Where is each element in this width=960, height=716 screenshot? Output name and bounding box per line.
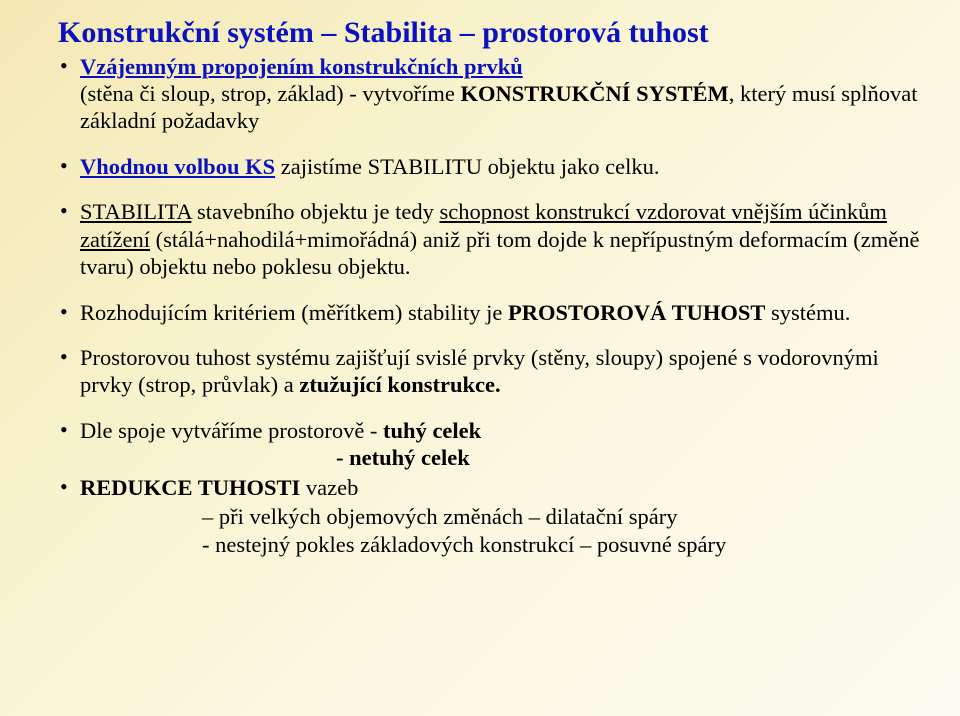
bullet-7-line1: – při velkých objemových změnách – dilat… xyxy=(202,503,926,530)
bullet-1: Vzájemným propojením konstrukčních prvků… xyxy=(60,53,926,135)
bullet-4-a: Rozhodujícím kritériem (měřítkem) stabil… xyxy=(80,300,508,325)
bullet-6-netuhy: - netuhý celek xyxy=(336,444,926,471)
bullet-4-b: PROSTOROVÁ TUHOST xyxy=(508,300,765,325)
bullet-3-u1: STABILITA xyxy=(80,199,191,224)
bullet-7: REDUKCE TUHOSTI vazeb – při velkých obje… xyxy=(60,474,926,558)
bullet-4: Rozhodujícím kritériem (měřítkem) stabil… xyxy=(60,299,926,326)
bullet-7-lead: REDUKCE TUHOSTI xyxy=(80,475,300,500)
bullet-6-a: Dle spoje vytváříme prostorově - xyxy=(80,418,383,443)
bullet-1-ks: KONSTRUKČNÍ SYSTÉM xyxy=(461,81,729,106)
bullet-2: Vhodnou volbou KS zajistíme STABILITU ob… xyxy=(60,153,926,180)
bullet-1-lead-link: Vzájemným propojením konstrukčních prvků xyxy=(80,54,523,79)
bullet-5: Prostorovou tuhost systému zajišťují svi… xyxy=(60,344,926,399)
bullet-1-rest1: (stěna či sloup, strop, základ) - vytvoř… xyxy=(80,81,461,106)
bullet-list: Vzájemným propojením konstrukčních prvků… xyxy=(60,53,926,559)
bullet-3: STABILITA stavebního objektu je tedy sch… xyxy=(60,198,926,280)
bullet-3-t2: (stálá+nahodilá+mimořádná) aniž při tom … xyxy=(80,227,919,279)
slide-title: Konstrukční systém – Stabilita – prostor… xyxy=(58,16,926,51)
bullet-3-t1: stavebního objektu je tedy xyxy=(191,199,439,224)
bullet-6-tuhy: tuhý celek xyxy=(383,418,481,443)
bullet-5-b: ztužující konstrukce. xyxy=(299,372,500,397)
bullet-7-rest: vazeb xyxy=(300,475,358,500)
bullet-2-rest: zajistíme STABILITU objektu jako celku. xyxy=(275,154,659,179)
bullet-4-c: systému. xyxy=(765,300,850,325)
bullet-6: Dle spoje vytváříme prostorově - tuhý ce… xyxy=(60,417,926,472)
bullet-2-lead-link: Vhodnou volbou KS xyxy=(80,154,275,179)
bullet-7-line2: - nestejný pokles základových konstrukcí… xyxy=(202,531,926,558)
